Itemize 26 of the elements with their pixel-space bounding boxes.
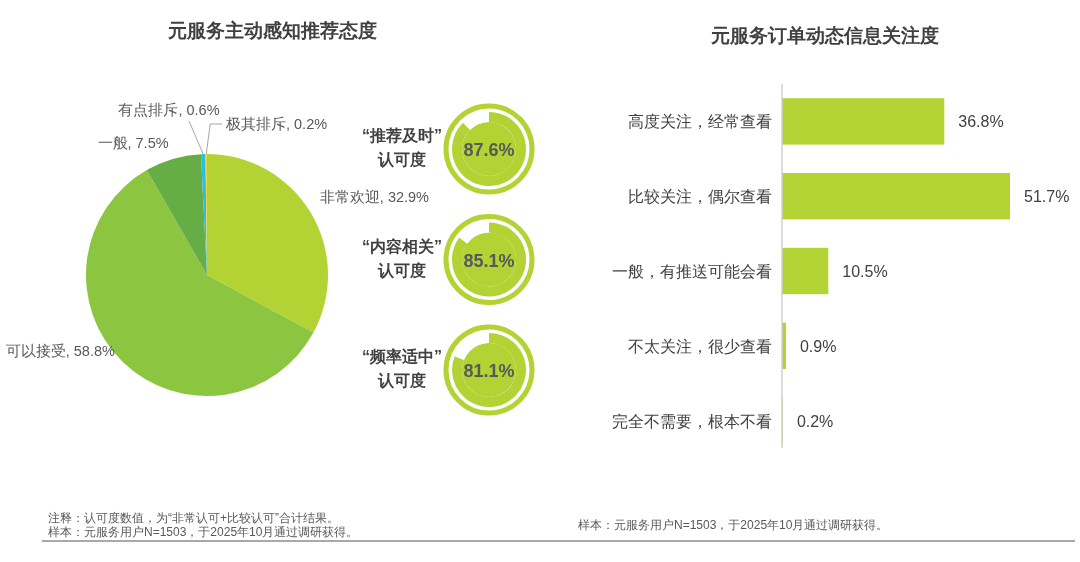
y-tick-label: 不太关注，很少查看 [628, 337, 772, 355]
data-label: 81.1% [463, 361, 515, 381]
slice-label: 有点排斥, 0.6% [118, 102, 220, 118]
data-label: 0.2% [796, 412, 834, 430]
y-tick-label: 比较关注，偶尔查看 [628, 188, 772, 206]
text: 样本：元服务用户N=1503，于2025年10月通过调研获得。 [48, 525, 359, 540]
slice-label: 一般, 7.5% [97, 135, 169, 152]
data-label: 85.1% [463, 250, 515, 271]
text: “推荐及时” 认可度 [362, 127, 442, 168]
slice-label: 可以接受, 58.8% [5, 343, 116, 360]
chart-title: 元服务主动感知推荐态度 [166, 20, 377, 41]
chart-title: 元服务订单动态信息关注度 [710, 25, 939, 46]
text: “内容相关” 认可度 [362, 236, 442, 279]
y-tick-label: 高度关注，经常查看 [628, 113, 772, 131]
text: “频率适中” 认可度 [362, 347, 442, 389]
data-label: 36.8% [958, 113, 1004, 131]
slice-label: 非常欢迎, 32.9% [319, 188, 430, 205]
text: 样本：元服务用户N=1503，于2025年10月通过调研获得。 [578, 518, 889, 532]
slice-label: 极其排斥, 0.2% [225, 116, 328, 132]
y-tick-label: 一般，有推送可能会看 [612, 263, 772, 280]
text: 注释：认可度数值，为“非常认可+比较认可”合计结果。 [48, 510, 339, 525]
y-tick-label: 完全不需要，根本不看 [612, 412, 772, 430]
data-label: 51.7% [1024, 188, 1070, 206]
data-label: 87.6% [463, 140, 515, 160]
data-label: 10.5% [842, 263, 888, 280]
data-label: 0.9% [799, 337, 837, 355]
